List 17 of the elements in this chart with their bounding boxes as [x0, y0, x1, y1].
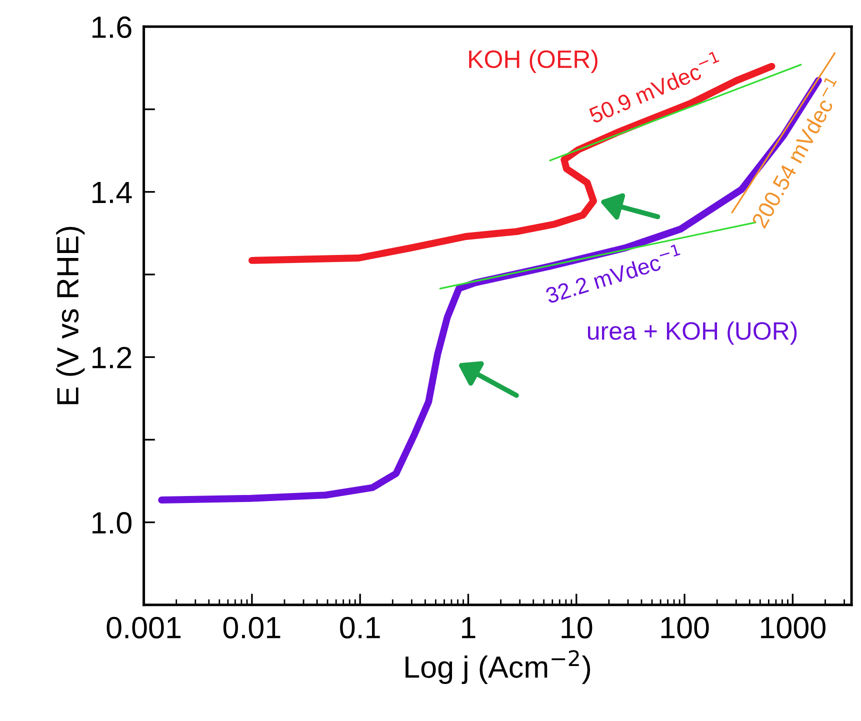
y-tick-label: 1.0 — [92, 512, 132, 534]
x-tick-label: 0.1 — [340, 616, 380, 638]
x-tick-label: 1 — [462, 617, 476, 638]
y-tick-label: 1.2 — [92, 346, 132, 368]
x-tick-label: 1000 — [761, 616, 826, 638]
text: KOH (OER) — [469, 50, 598, 74]
y-tick-label: 1.6 — [92, 16, 132, 38]
x-tick-label: 0.001 — [106, 616, 181, 638]
annotation: 200.54 mVdec$^{−1}$ — [747, 76, 844, 229]
y-axis-title: E (V vs RHE) — [56, 226, 85, 404]
x-tick-label: 100 — [661, 616, 709, 638]
x-tick-label: 0.01 — [223, 616, 280, 638]
annotation: 32.2 mVdec$^{−1}$ — [544, 244, 683, 304]
x-tick-label: 10 — [562, 616, 592, 638]
y-tick-label: 1.4 — [92, 182, 132, 203]
x-axis-title: Log j (Acm$^{−2}$) — [406, 650, 590, 684]
text: urea + KOH (UOR) — [588, 321, 797, 345]
